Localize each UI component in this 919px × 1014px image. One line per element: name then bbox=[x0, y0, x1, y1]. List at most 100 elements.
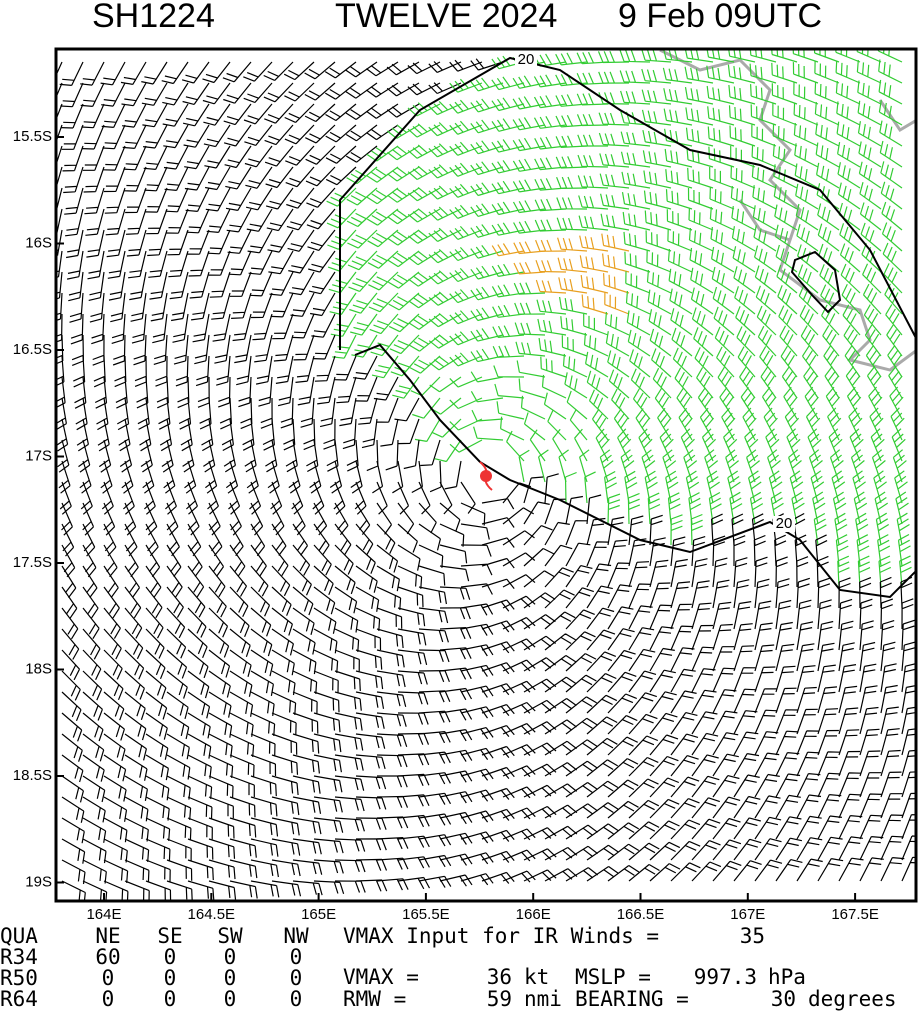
wind-barb bbox=[733, 667, 756, 693]
info-text: hPa bbox=[768, 965, 806, 989]
wind-barb bbox=[796, 794, 822, 819]
info-value: 59 bbox=[487, 987, 512, 1011]
wind-barb bbox=[588, 389, 609, 420]
wind-barb bbox=[565, 696, 598, 714]
wind-barb bbox=[598, 112, 630, 126]
wind-barb bbox=[837, 182, 861, 210]
table-cell: 0 bbox=[224, 987, 237, 1011]
wind-barb bbox=[145, 796, 170, 821]
wind-barb bbox=[775, 730, 799, 756]
wind-barb bbox=[308, 271, 336, 295]
wind-barb bbox=[271, 586, 292, 616]
wind-barb bbox=[103, 607, 121, 639]
wind-barb bbox=[250, 754, 277, 777]
wind-barb bbox=[202, 82, 231, 105]
wind-barb bbox=[628, 778, 659, 798]
wind-barb bbox=[870, 428, 885, 462]
wind-barb bbox=[288, 250, 315, 274]
wind-barb bbox=[263, 82, 294, 103]
wind-barb bbox=[796, 599, 812, 630]
wind-barb bbox=[733, 688, 757, 714]
wind-barb bbox=[324, 82, 357, 100]
wind-barb bbox=[523, 763, 557, 777]
wind-barb bbox=[460, 664, 494, 677]
wind-barb bbox=[878, 555, 892, 588]
wind-barb bbox=[75, 397, 88, 431]
wind-barb bbox=[607, 539, 628, 567]
lon-label: 166.5E bbox=[617, 906, 665, 923]
wind-barb bbox=[523, 827, 557, 840]
wind-barb bbox=[418, 854, 452, 868]
wind-barb bbox=[649, 755, 679, 777]
wind-barb bbox=[837, 162, 861, 189]
wind-barb bbox=[838, 577, 851, 609]
wind-barb bbox=[607, 562, 630, 588]
wind-barb bbox=[621, 171, 651, 189]
wind-barb bbox=[817, 686, 838, 714]
wind-barb bbox=[607, 864, 640, 882]
wind-barb bbox=[731, 226, 756, 252]
wind-barb bbox=[666, 209, 693, 231]
wind-barb bbox=[439, 811, 473, 825]
wind-barb bbox=[187, 754, 212, 779]
wind-barb bbox=[449, 141, 483, 156]
wind-barb bbox=[187, 796, 213, 820]
wind-barb bbox=[243, 61, 273, 82]
lon-label: 165E bbox=[301, 906, 336, 923]
wind-barb bbox=[577, 134, 608, 147]
wind-barb bbox=[334, 607, 359, 633]
wind-barb bbox=[418, 834, 452, 847]
wind-barb bbox=[793, 82, 819, 105]
wind-barb bbox=[460, 706, 494, 719]
wind-barb bbox=[334, 628, 360, 652]
wind-barb bbox=[569, 409, 588, 441]
wind-barb bbox=[578, 195, 609, 210]
wind-barb bbox=[428, 334, 462, 349]
wind-barb bbox=[502, 595, 536, 609]
wind-barb bbox=[607, 671, 637, 693]
wind-barb bbox=[428, 312, 462, 328]
wind-barb bbox=[291, 481, 304, 515]
wind-barb bbox=[620, 151, 651, 168]
wind-barb bbox=[544, 654, 577, 672]
wind-barb bbox=[390, 355, 420, 377]
wind-barb bbox=[470, 77, 504, 92]
wind-barb bbox=[326, 208, 357, 229]
wind-barb bbox=[246, 460, 259, 494]
wind-barb bbox=[124, 628, 144, 660]
wind-barb bbox=[248, 250, 273, 275]
wind-barb bbox=[481, 829, 515, 842]
wind-barb bbox=[64, 187, 84, 215]
wind-barb bbox=[204, 166, 231, 191]
wind-barb bbox=[880, 161, 903, 189]
wind-barb bbox=[601, 233, 630, 252]
wind-barb bbox=[250, 775, 277, 797]
wind-barb bbox=[880, 857, 905, 882]
wind-barb bbox=[188, 250, 210, 277]
table-cell: 0 bbox=[224, 966, 237, 990]
wind-barb bbox=[347, 250, 378, 271]
wind-barb bbox=[229, 859, 258, 879]
wind-barb bbox=[607, 493, 621, 525]
wind-barb bbox=[143, 481, 156, 515]
wind-barb bbox=[124, 859, 150, 883]
wind-barb bbox=[514, 322, 546, 336]
wind-barb bbox=[825, 386, 841, 420]
wind-barb bbox=[712, 689, 737, 714]
wind-barb bbox=[439, 749, 473, 762]
wind-barb bbox=[286, 187, 315, 209]
wind-barb bbox=[369, 313, 399, 335]
wind-barb bbox=[712, 710, 738, 735]
wind-barb bbox=[628, 735, 659, 756]
wind-barb bbox=[599, 449, 614, 483]
wind-barb bbox=[817, 858, 844, 882]
wind-barb bbox=[313, 670, 339, 693]
wind-barb bbox=[883, 263, 903, 294]
wind-barb bbox=[376, 607, 403, 629]
wind-barb bbox=[397, 670, 428, 685]
wind-barb bbox=[305, 166, 336, 187]
wind-barb bbox=[124, 544, 139, 578]
wind-barb bbox=[670, 558, 688, 588]
info-text: degrees bbox=[808, 987, 897, 1011]
wind-barb bbox=[491, 180, 525, 195]
